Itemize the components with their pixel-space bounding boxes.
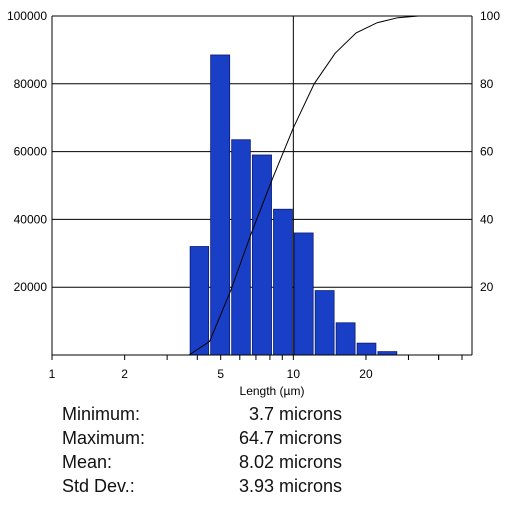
- x-tick-label-0: 1: [49, 367, 56, 381]
- stat-row-minimum: Minimum: 3.7 microns: [62, 404, 362, 428]
- stat-value-std-dev: 3.93 microns: [238, 476, 342, 496]
- stat-label-std-dev: Std Dev.:: [62, 476, 135, 496]
- stat-row-maximum: Maximum: 64.7 microns: [62, 428, 362, 452]
- stats-panel: Minimum: 3.7 microns Maximum: 64.7 micro…: [62, 404, 362, 500]
- y-tick-label-right-2: 60: [480, 145, 494, 159]
- y-tick-label-right-1: 40: [480, 212, 494, 226]
- x-tick-label-2: 5: [217, 367, 224, 381]
- bar-8: [356, 342, 377, 356]
- stat-value-mean: 8.02 microns: [238, 452, 342, 472]
- stat-value-minimum: 3.7 microns: [248, 404, 342, 424]
- bar-3: [251, 154, 272, 356]
- x-tick-label-4: 20: [359, 367, 373, 381]
- bar-7: [335, 322, 356, 356]
- stat-label-minimum: Minimum:: [62, 404, 141, 424]
- stat-row-mean: Mean: 8.02 microns: [62, 452, 362, 476]
- bar-5: [293, 232, 314, 356]
- bar-6: [314, 290, 335, 356]
- stat-label-mean: Mean:: [62, 452, 113, 472]
- x-axis-title: Length (µm): [240, 384, 305, 398]
- bar-2: [231, 139, 251, 356]
- stat-value-maximum: 64.7 microns: [238, 428, 342, 448]
- y-tick-label-right-3: 80: [480, 77, 494, 91]
- bar-9: [377, 351, 398, 356]
- cumulative-line: [188, 15, 472, 356]
- y-tick-label-left-0: 20000: [14, 280, 48, 294]
- stat-row-std-dev: Std Dev.: 3.93 microns: [62, 476, 362, 500]
- bar-0: [189, 246, 210, 356]
- x-tick-label-3: 10: [287, 367, 301, 381]
- y-tick-label-left-2: 60000: [14, 145, 48, 159]
- stat-label-maximum: Maximum:: [62, 428, 146, 448]
- y-tick-label-right-0: 20: [480, 280, 494, 294]
- bar-4: [273, 208, 293, 356]
- x-tick-label-1: 2: [121, 367, 128, 381]
- histogram-svg: 20000 40000 60000 80000 100000 20 40 60 80 100 1 2 5…: [7, 9, 500, 398]
- y-tick-label-left-4: 100000: [7, 9, 47, 23]
- y-tick-label-right-4: 100: [480, 9, 500, 23]
- y-tick-label-left-3: 80000: [14, 77, 48, 91]
- particle-length-chart: 20000 40000 60000 80000 100000 20 40 60 80 100 1 2 5…: [7, 9, 500, 398]
- y-tick-label-left-1: 40000: [14, 212, 48, 226]
- bar-1: [210, 54, 231, 356]
